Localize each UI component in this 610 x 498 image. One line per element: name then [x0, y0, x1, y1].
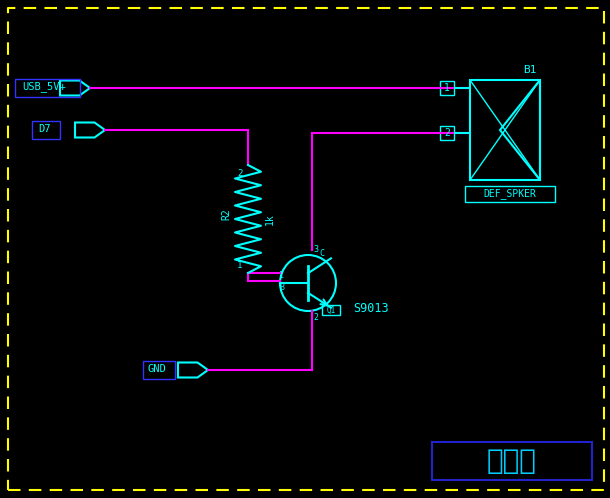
Text: 2: 2 [237, 168, 243, 177]
Text: 3: 3 [314, 245, 318, 253]
Text: D7: D7 [38, 124, 51, 134]
Text: B1: B1 [523, 65, 537, 75]
Text: B: B [279, 282, 284, 291]
Text: 2: 2 [444, 128, 450, 138]
Text: C: C [320, 249, 325, 257]
Text: 2: 2 [314, 313, 318, 322]
Text: GND: GND [148, 364, 167, 374]
Bar [470, 80, 540, 180]
Text: USB_5V+: USB_5V+ [22, 82, 66, 93]
Text: 1k: 1k [265, 213, 275, 225]
Text: 1: 1 [279, 270, 284, 279]
Text: DEF_SPKER: DEF_SPKER [484, 189, 536, 200]
Text: 蜂鸣器: 蜂鸣器 [487, 447, 537, 475]
Text: S9013: S9013 [353, 302, 389, 316]
Text: 1: 1 [444, 83, 450, 93]
Text: R2: R2 [221, 208, 231, 220]
Text: 1: 1 [237, 260, 243, 269]
Text: Q1: Q1 [326, 305, 336, 315]
